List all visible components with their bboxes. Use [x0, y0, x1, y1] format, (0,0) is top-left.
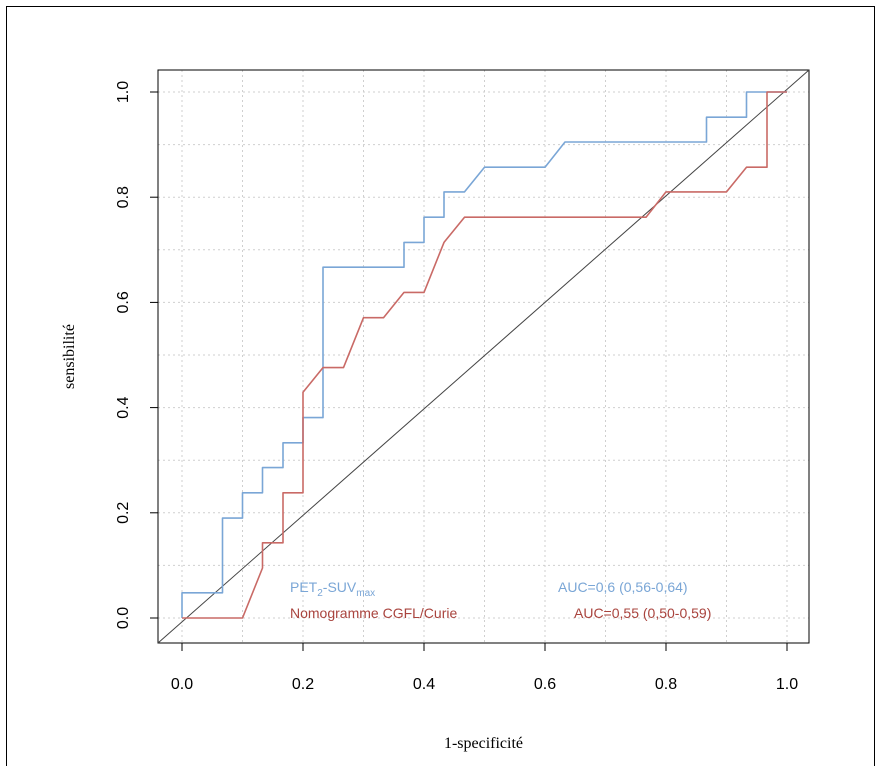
legend-label-nomogramme: Nomogramme CGFL/Curie	[290, 605, 457, 621]
y-tick-label: 0.8	[115, 186, 132, 208]
x-tick-label: 0.0	[171, 676, 193, 693]
y-tick-label: 0.4	[115, 396, 132, 418]
x-tick-label: 0.4	[413, 676, 435, 693]
roc-series-2-line	[182, 91, 787, 619]
roc-series-1-line	[181, 91, 787, 618]
reference-diagonal-line	[157, 69, 810, 644]
y-tick-label: 0.6	[115, 291, 132, 313]
plot-area-border	[157, 69, 810, 644]
y-axis-title: sensibilité	[61, 324, 78, 389]
y-tick-label: 0.2	[115, 502, 132, 524]
x-tick-label: 0.6	[534, 676, 556, 693]
legend-auc-pet-suv: AUC=0,6 (0,56-0,64)	[558, 579, 688, 595]
legend-auc-nomogramme: AUC=0,55 (0,50-0,59)	[574, 605, 711, 621]
figure-frame	[6, 6, 875, 766]
x-tick-label: 0.2	[292, 676, 314, 693]
legend-label-pet-suv: PET2-SUVmax	[290, 579, 375, 599]
y-tick-label: 0.0	[115, 607, 132, 629]
x-tick-label: 0.8	[655, 676, 677, 693]
x-axis-title: 1-specificité	[444, 735, 523, 752]
y-tick-label: 1.0	[115, 81, 132, 103]
x-tick-label: 1.0	[776, 676, 798, 693]
